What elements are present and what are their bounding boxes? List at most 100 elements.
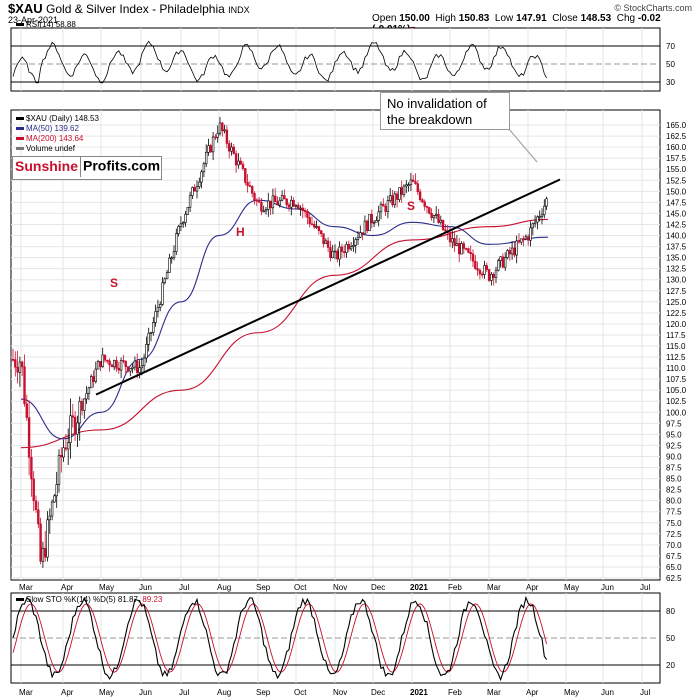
candle-body xyxy=(113,360,116,368)
candle-body xyxy=(384,205,387,212)
candle-body xyxy=(434,213,438,216)
close-value: 148.53 xyxy=(580,13,612,24)
candle-body xyxy=(278,199,281,206)
rsi-series xyxy=(12,40,547,84)
candle-body xyxy=(92,376,95,382)
trendline xyxy=(95,178,561,396)
candle-body xyxy=(209,145,212,153)
y-tick-label: 132.5 xyxy=(666,265,687,274)
x-tick-label: Jun xyxy=(139,583,152,592)
rsi-tick-label: 70 xyxy=(666,42,675,51)
candle-body xyxy=(418,191,422,201)
candle-body xyxy=(182,222,185,225)
candle-body xyxy=(94,368,98,382)
candle-body xyxy=(71,415,75,418)
candle-body xyxy=(57,454,61,485)
candle-body xyxy=(469,252,472,255)
y-tick-label: 85.0 xyxy=(666,475,682,484)
candle-body xyxy=(411,179,415,182)
candle-body xyxy=(338,246,341,260)
candle-body xyxy=(317,226,321,231)
y-tick-label: 112.5 xyxy=(666,353,686,362)
candle-body xyxy=(46,519,49,558)
candle-body xyxy=(416,183,419,192)
candle-body xyxy=(439,219,442,223)
candle-body xyxy=(333,250,337,253)
candle-body xyxy=(455,242,459,246)
y-tick-label: 162.5 xyxy=(666,132,687,141)
candle-body xyxy=(170,257,173,260)
x-tick-label-bottom: Jun xyxy=(601,688,614,697)
candle-body xyxy=(60,454,63,458)
sunshine-profits-logo: Sunshine Profits.com xyxy=(12,156,162,180)
candle-body xyxy=(345,244,348,253)
candle-body xyxy=(319,230,323,234)
grid-lines xyxy=(11,28,660,683)
candle-body xyxy=(499,256,502,261)
candle-body xyxy=(513,247,516,256)
candle-body xyxy=(462,243,465,249)
candle-body xyxy=(83,398,86,411)
candle-body xyxy=(526,236,530,241)
y-tick-label: 75.0 xyxy=(666,519,682,528)
candle-body xyxy=(96,361,100,370)
candle-body xyxy=(218,122,222,134)
y-tick-label: 72.5 xyxy=(666,530,682,539)
candle-body xyxy=(349,246,353,250)
y-tick-label: 165.0 xyxy=(666,121,687,130)
candle-body xyxy=(152,322,155,333)
x-tick-label-bottom: Apr xyxy=(526,688,539,697)
x-axis-ticks: Mar Mar Apr Apr May May Jun Jun Jul Jul Aug Aug Sep S… xyxy=(19,583,650,697)
candle-body xyxy=(255,199,258,202)
y-tick-label: 147.5 xyxy=(666,198,687,207)
x-tick-label: Mar xyxy=(19,583,33,592)
candle-body xyxy=(108,360,111,366)
candle-body xyxy=(138,367,141,373)
candle-body xyxy=(331,251,334,258)
candle-body xyxy=(207,145,210,153)
candle-body xyxy=(310,223,314,226)
candle-body xyxy=(85,393,88,400)
x-tick-label-bottom: May xyxy=(564,688,579,697)
left-shoulder-label: S xyxy=(110,276,118,290)
candle-body xyxy=(395,193,399,200)
x-tick-label-bottom: Jun xyxy=(139,688,152,697)
candle-body xyxy=(414,181,417,185)
candle-body xyxy=(103,354,107,361)
candle-body xyxy=(30,456,33,480)
candle-body xyxy=(131,366,134,369)
x-tick-label: 2021 xyxy=(410,583,428,592)
y-tick-label: 160.0 xyxy=(666,143,687,152)
y-tick-label: 135.0 xyxy=(666,254,687,263)
candle-body xyxy=(262,210,265,213)
candle-body xyxy=(43,547,47,558)
candle-body xyxy=(122,360,125,362)
candle-body xyxy=(301,207,304,212)
candle-body xyxy=(402,185,406,195)
y-tick-label: 90.0 xyxy=(666,452,682,461)
candle-body xyxy=(149,332,153,334)
candle-body xyxy=(497,260,500,271)
callout-pointer xyxy=(507,127,538,163)
candle-body xyxy=(163,278,166,284)
candle-body xyxy=(441,219,445,231)
candle-body xyxy=(393,193,396,206)
candle-body xyxy=(476,268,479,271)
candle-body xyxy=(315,226,318,228)
x-tick-label-bottom: Dec xyxy=(371,688,385,697)
candle-body xyxy=(388,195,392,201)
candle-body xyxy=(62,447,65,458)
x-tick-label-bottom: Mar xyxy=(19,688,33,697)
candle-body xyxy=(347,244,350,250)
candle-body xyxy=(329,247,332,258)
candle-body xyxy=(110,364,114,368)
candle-body xyxy=(260,201,263,212)
candle-body xyxy=(193,187,196,192)
candle-body xyxy=(296,204,300,210)
high-value: 150.83 xyxy=(458,13,490,24)
x-tick-label-bottom: Jul xyxy=(179,688,189,697)
candle-body xyxy=(290,199,293,208)
candle-body xyxy=(55,484,58,497)
candle-body xyxy=(147,332,150,345)
